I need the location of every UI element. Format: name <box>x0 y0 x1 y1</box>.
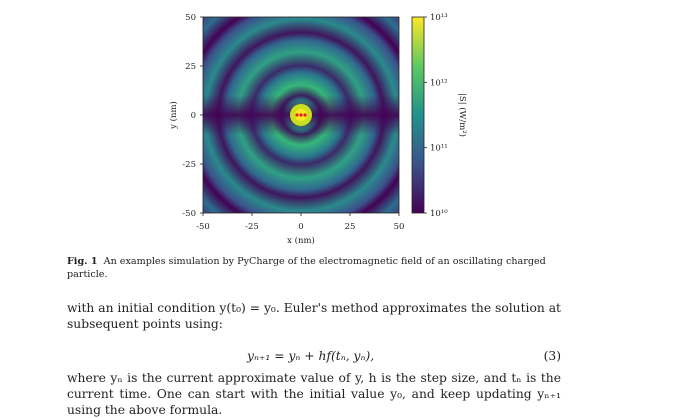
heatmap <box>203 17 399 213</box>
y-tick-label: 25 <box>185 62 196 72</box>
figure: x (nm) y (nm) |S| (W/m²) -50 -25 0 25 50 50 25… <box>168 13 468 246</box>
colorbar-tick-label: 10¹⁰ <box>430 209 448 219</box>
y-tick-label: -50 <box>182 209 196 219</box>
colorbar-tick-label: 10¹³ <box>430 13 448 23</box>
x-tick-label: -50 <box>196 222 210 232</box>
x-tick-label: 0 <box>298 222 303 232</box>
equation-number: (3) <box>543 349 561 363</box>
caption-text: An examples simulation by PyCharge of th… <box>67 256 546 280</box>
paragraph: with an initial condition y(t₀) = y₀. Eu… <box>67 301 561 331</box>
caption: Fig. 1 An examples simulation by PyCharg… <box>67 255 561 281</box>
y-label: y (nm) <box>168 101 179 130</box>
colorbar-label: |S| (W/m²) <box>457 93 468 137</box>
colorbar-tick-label: 10¹¹ <box>430 144 448 154</box>
x-label: x (nm) <box>287 235 315 246</box>
x-tick-label: -25 <box>245 222 259 232</box>
y-tick-label: -25 <box>182 160 196 170</box>
y-tick-label: 50 <box>185 13 196 23</box>
equation-text: yₙ₊₁ = yₙ + hf(tₙ, yₙ), <box>247 349 375 363</box>
paragraph: where yₙ is the current approximate valu… <box>67 371 561 417</box>
colorbar-tick-label: 10¹² <box>430 78 448 88</box>
caption-label: Fig. 1 <box>67 256 98 267</box>
x-tick-label: 50 <box>394 222 405 232</box>
x-tick-label: 25 <box>345 222 356 232</box>
y-tick-label: 0 <box>191 111 196 121</box>
